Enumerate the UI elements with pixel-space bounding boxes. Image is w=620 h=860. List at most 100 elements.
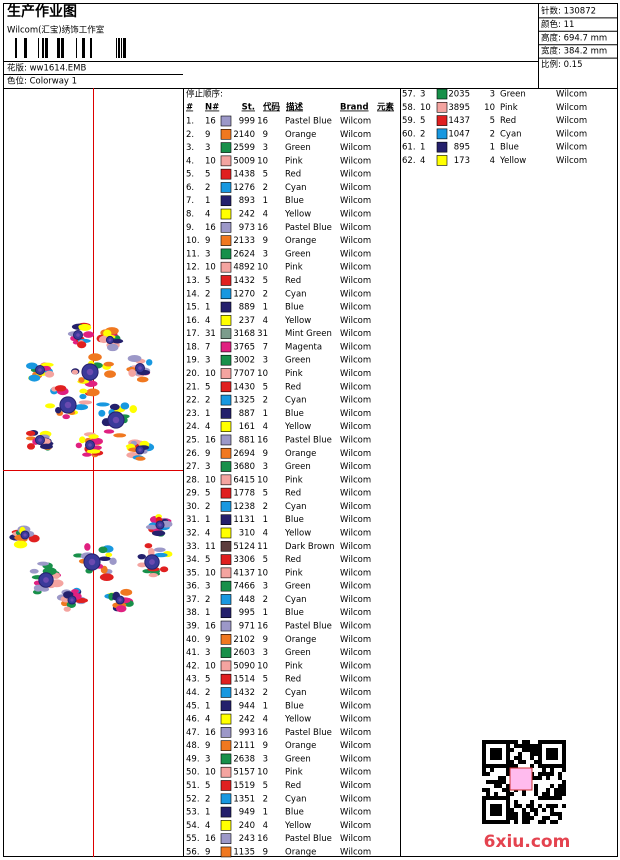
needle: 10 <box>205 263 216 273</box>
stitches: 1135 <box>233 847 255 857</box>
needle: 16 <box>205 117 216 127</box>
needle: 3 <box>205 648 210 658</box>
bar <box>121 38 122 58</box>
code: 3 <box>263 356 268 366</box>
needle: 4 <box>420 156 425 166</box>
petal <box>26 443 36 450</box>
qr-cell <box>530 808 534 812</box>
code: 5 <box>263 489 268 499</box>
qr-cell <box>486 764 490 768</box>
qr-cell <box>526 740 530 744</box>
code: 3 <box>263 648 268 658</box>
code: 16 <box>257 728 268 738</box>
petal <box>103 429 115 434</box>
swatch <box>220 421 232 432</box>
info: 比例: 0.15 <box>541 59 583 70</box>
swatch <box>220 806 232 818</box>
qr-cell <box>518 760 522 764</box>
swatch <box>220 620 232 632</box>
qr-cell <box>550 748 554 752</box>
needle: 2 <box>205 595 210 605</box>
needle: 4 <box>205 316 210 326</box>
code: 2 <box>263 289 268 299</box>
code: 3 <box>490 90 495 100</box>
stitches: 7707 <box>233 369 255 379</box>
code: 5 <box>263 276 268 286</box>
code: 10 <box>257 369 268 379</box>
brand: Wilcom <box>340 249 371 259</box>
stitches: 2133 <box>233 236 255 246</box>
qr-cell <box>562 792 566 796</box>
brand: Wilcom <box>340 555 371 565</box>
qr-cell <box>526 744 530 748</box>
petal <box>62 414 70 420</box>
qr-cell <box>526 812 530 816</box>
petal <box>71 369 79 375</box>
brand: Wilcom <box>340 449 371 459</box>
qr-cell <box>546 772 550 776</box>
petal <box>144 543 153 549</box>
flower-center <box>149 559 155 565</box>
qr-cell <box>498 764 502 768</box>
qr-cell <box>486 796 490 800</box>
row-number: 35. <box>186 568 200 578</box>
code: 3 <box>263 754 268 764</box>
needle: 1 <box>205 196 210 206</box>
stitches: 1047 <box>448 129 470 139</box>
needle: 5 <box>205 382 210 392</box>
stitches: 1514 <box>233 675 255 685</box>
flower-center <box>138 366 142 370</box>
qr-cell <box>502 788 506 792</box>
description: Pastel Blue <box>285 728 332 738</box>
qr-cell <box>502 780 506 784</box>
swatch <box>220 222 232 233</box>
qr-cell <box>510 760 514 764</box>
needle: 2 <box>205 502 210 512</box>
qr-cell <box>482 816 486 820</box>
description: Red <box>285 781 301 791</box>
qr-cell <box>550 764 554 768</box>
needle: 5 <box>205 675 210 685</box>
qr-cell <box>498 808 502 812</box>
bar <box>123 38 126 58</box>
needle: 4 <box>205 210 210 220</box>
code: 16 <box>257 622 268 632</box>
row-number: 48. <box>186 741 200 751</box>
description: Pink <box>500 103 518 113</box>
petal <box>63 606 71 612</box>
qr-cell <box>482 756 486 760</box>
code: 3 <box>263 582 268 592</box>
brand: Wilcom <box>340 170 371 180</box>
petal <box>103 329 112 337</box>
row-number: 43. <box>186 675 200 685</box>
qr-cell <box>530 756 534 760</box>
stitches: 3002 <box>233 356 255 366</box>
swatch <box>220 727 232 738</box>
code: 2 <box>263 183 268 193</box>
qr-cell <box>494 756 498 760</box>
petal <box>120 402 130 410</box>
description: Orange <box>285 236 316 246</box>
brand: Wilcom <box>340 568 371 578</box>
qr-cell <box>550 740 554 744</box>
code: 4 <box>263 715 268 725</box>
row-number: 45. <box>186 701 200 711</box>
qr-cell <box>506 768 510 772</box>
stitches: 5124 <box>233 542 255 552</box>
code: 10 <box>257 475 268 485</box>
swatch <box>220 700 232 712</box>
qr-cell <box>482 796 486 800</box>
qr-cell <box>498 780 502 784</box>
petal <box>79 388 88 394</box>
qr-cell <box>498 748 502 752</box>
stitches: 1438 <box>233 170 255 180</box>
qr-cell <box>546 804 550 808</box>
brand: Wilcom <box>340 754 371 764</box>
needle: 9 <box>205 236 210 246</box>
code: 1 <box>263 608 268 618</box>
row-number: 44. <box>186 688 200 698</box>
qr-cell <box>554 764 558 768</box>
description: Red <box>285 276 301 286</box>
row-number: 41. <box>186 648 200 658</box>
row-number: 49. <box>186 754 200 764</box>
